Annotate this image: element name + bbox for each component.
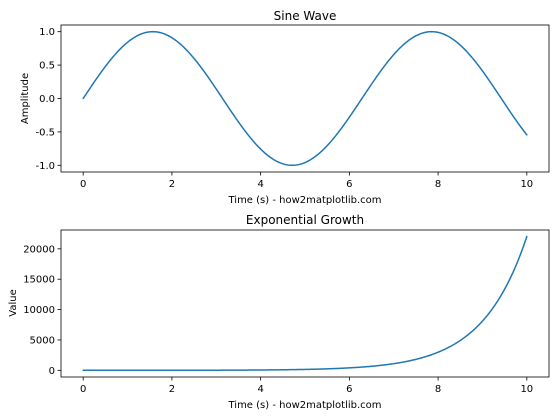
exponential-growth-ytick-label: 20000 [23,244,55,255]
sine-wave-xtick-label: 4 [257,179,263,190]
exponential-growth-xtick-label: 6 [346,384,352,395]
sine-wave-axes-frame [60,24,550,173]
exponential-growth-ytick-label: 0 [49,366,55,377]
exponential-growth-ytick-label: 15000 [23,275,55,286]
sine-wave-ytick-label: 1.0 [39,27,55,38]
exponential-growth-xtick-label: 10 [520,384,533,395]
sine-wave-marks [82,30,528,167]
sine-wave-xtick-label: 10 [520,179,533,190]
sine-wave-xtick-label: 8 [435,179,441,190]
exponential-growth-ytick-label: 10000 [23,305,55,316]
exponential-growth-xtick-label: 4 [257,384,263,395]
exponential-growth-marks [82,235,528,372]
sine-wave-xtick-label: 6 [346,179,352,190]
sine-wave-xlabel: Time (s) - how2matplotlib.com [227,195,381,206]
sine-wave-xtick-label: 2 [169,179,175,190]
sine-wave-title: Sine Wave [274,9,337,23]
exponential-growth-panel: Exponential Growth Time (s) - how2matplo… [8,213,550,411]
exponential-growth-ticks: 0 2 4 6 8 10 20000 15000 10000 5000 0 [23,244,533,395]
sine-wave-ytick-label: 0.0 [39,94,55,105]
sine-wave-xtick-label: 0 [80,179,86,190]
sine-wave-ytick-label: 0.5 [39,61,55,72]
exponential-growth-series-line [82,235,528,372]
sine-wave-ytick-label: -0.5 [35,127,55,138]
sine-wave-ytick-label: -1.0 [35,161,55,172]
sine-wave-series-line [82,30,528,167]
exponential-growth-xtick-label: 0 [80,384,86,395]
sine-wave-ylabel: Amplitude [20,73,31,124]
exponential-growth-xlabel: Time (s) - how2matplotlib.com [227,400,381,411]
exponential-growth-axes-frame [60,229,550,378]
sine-wave-ticks: 0 2 4 6 8 10 1.0 0.5 0.0 -0.5 -1.0 [35,27,533,190]
exponential-growth-ytick-label: 5000 [30,335,55,346]
exponential-growth-xtick-label: 2 [169,384,175,395]
exponential-growth-ylabel: Value [8,289,19,316]
exponential-growth-title: Exponential Growth [246,213,364,227]
sine-wave-panel: Sine Wave Time (s) - how2matplotlib.com … [20,9,550,206]
exponential-growth-xtick-label: 8 [435,384,441,395]
